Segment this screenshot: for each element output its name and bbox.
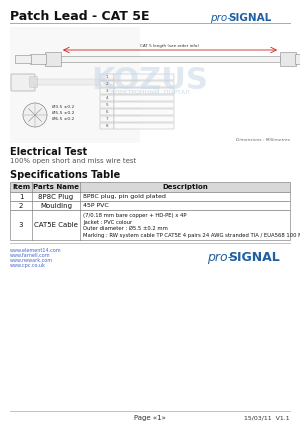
Bar [30, 54, 46, 64]
Text: 3: 3 [19, 222, 23, 228]
Text: Moulding: Moulding [40, 202, 72, 209]
Bar [100, 88, 114, 94]
Text: CAT 5 length (see order info): CAT 5 length (see order info) [140, 44, 200, 48]
Bar [10, 27, 140, 143]
Text: 8P8C Plug: 8P8C Plug [38, 193, 74, 199]
Text: 45P PVC: 45P PVC [83, 203, 109, 208]
Text: 2: 2 [106, 82, 108, 86]
Text: Ø3.5 ±0.2: Ø3.5 ±0.2 [52, 105, 74, 109]
Text: CAT5E Cable: CAT5E Cable [34, 222, 78, 228]
Text: 2: 2 [19, 202, 23, 209]
Bar [10, 210, 290, 240]
Text: 8P8C plug, pin gold plated: 8P8C plug, pin gold plated [83, 194, 166, 199]
Text: www.cpc.co.uk: www.cpc.co.uk [10, 263, 46, 268]
Bar [100, 109, 114, 115]
Text: Jacket : PVC colour: Jacket : PVC colour [83, 219, 132, 224]
Bar [100, 116, 114, 122]
Bar [114, 74, 174, 80]
Text: www.element14.com: www.element14.com [10, 248, 61, 253]
Text: 100% open short and miss wire test: 100% open short and miss wire test [10, 158, 136, 164]
Bar [280, 52, 296, 66]
Bar [34, 79, 114, 85]
Text: 4: 4 [106, 96, 108, 100]
Text: 1: 1 [19, 193, 23, 199]
Bar [10, 182, 290, 192]
Text: SIGNAL: SIGNAL [228, 13, 271, 23]
Bar [114, 88, 174, 94]
Text: 6: 6 [106, 110, 108, 114]
Bar [295, 54, 300, 64]
Text: Specifications Table: Specifications Table [10, 170, 120, 180]
Text: www.farnell.com: www.farnell.com [10, 253, 51, 258]
Text: Patch Lead - CAT 5E: Patch Lead - CAT 5E [10, 10, 149, 23]
Text: Marking : RW system cable TP CAT5E 4 pairs 24 AWG stranded TIA / EUA568 100 MHz: Marking : RW system cable TP CAT5E 4 pai… [83, 232, 300, 238]
Bar [100, 74, 114, 80]
Text: Outer diameter : Ø5.5 ±0.2 mm: Outer diameter : Ø5.5 ±0.2 mm [83, 226, 168, 231]
Bar [100, 81, 114, 87]
Text: 1: 1 [106, 75, 108, 79]
Text: 8: 8 [106, 124, 108, 128]
Text: 5: 5 [106, 103, 108, 107]
Bar [114, 123, 174, 129]
Text: Parts Name: Parts Name [33, 184, 79, 190]
Text: 3: 3 [106, 89, 108, 93]
Bar [114, 109, 174, 115]
Bar [100, 123, 114, 129]
Text: Ø6.5 ±0.2: Ø6.5 ±0.2 [52, 117, 74, 121]
Text: Description: Description [162, 184, 208, 190]
Bar [114, 81, 174, 87]
Text: 15/03/11  V1.1: 15/03/11 V1.1 [244, 415, 290, 420]
Bar [10, 201, 290, 210]
Bar [45, 52, 61, 66]
Text: pro-: pro- [207, 251, 232, 264]
Text: (7/0.18 mm bare copper + HD-PE) x 4P: (7/0.18 mm bare copper + HD-PE) x 4P [83, 213, 187, 218]
Bar [100, 102, 114, 108]
Text: Ø5.5 ±0.2: Ø5.5 ±0.2 [52, 111, 74, 115]
Text: Dimensions : Millimetres: Dimensions : Millimetres [236, 138, 290, 142]
Text: pro-: pro- [210, 13, 231, 23]
FancyBboxPatch shape [11, 74, 35, 91]
Bar [10, 192, 290, 201]
Text: Electrical Test: Electrical Test [10, 147, 87, 157]
Text: Page «1»: Page «1» [134, 415, 166, 421]
Bar [15, 55, 31, 63]
Bar [100, 95, 114, 101]
Text: SIGNAL: SIGNAL [228, 251, 280, 264]
Bar [60, 56, 280, 62]
Text: KOZUS: KOZUS [92, 65, 208, 94]
Bar [114, 95, 174, 101]
Bar [114, 116, 174, 122]
Text: www.newark.com: www.newark.com [10, 258, 53, 263]
Text: Item: Item [12, 184, 30, 190]
Text: 7: 7 [106, 117, 108, 121]
Bar [114, 102, 174, 108]
Circle shape [23, 103, 47, 127]
FancyBboxPatch shape [30, 76, 37, 87]
Text: ЭЛЕКТРОННЫЙ  ПОРТАЛ: ЭЛЕКТРОННЫЙ ПОРТАЛ [110, 90, 190, 94]
